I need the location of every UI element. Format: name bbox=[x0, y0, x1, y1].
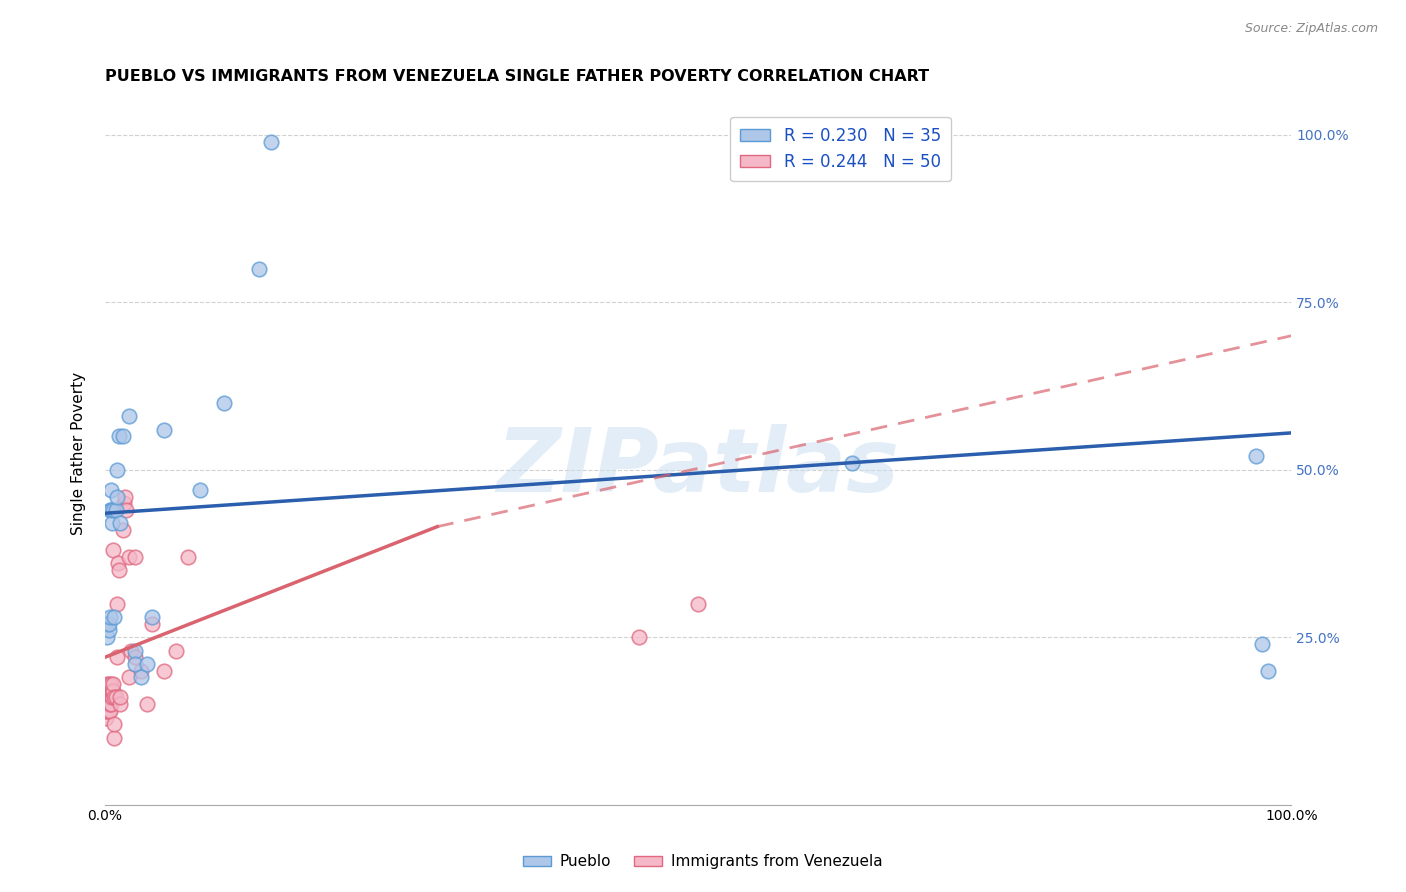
Point bbox=[747, 131, 769, 145]
Point bbox=[100, 483, 122, 497]
Point bbox=[98, 704, 121, 718]
Point bbox=[111, 429, 134, 443]
Point bbox=[118, 549, 141, 564]
Point bbox=[98, 503, 121, 517]
Point bbox=[118, 670, 141, 684]
Point bbox=[129, 664, 152, 678]
Point bbox=[98, 690, 121, 705]
Point bbox=[97, 704, 120, 718]
Point bbox=[97, 616, 120, 631]
Point bbox=[103, 683, 125, 698]
Point bbox=[96, 683, 118, 698]
Point bbox=[103, 677, 125, 691]
Point bbox=[124, 650, 146, 665]
Point bbox=[260, 135, 283, 149]
Text: Source: ZipAtlas.com: Source: ZipAtlas.com bbox=[1244, 22, 1378, 36]
Point bbox=[135, 657, 157, 671]
Point bbox=[103, 731, 125, 745]
Point bbox=[114, 490, 136, 504]
Point bbox=[153, 423, 176, 437]
Point bbox=[212, 396, 235, 410]
Point bbox=[112, 496, 135, 510]
Text: PUEBLO VS IMMIGRANTS FROM VENEZUELA SINGLE FATHER POVERTY CORRELATION CHART: PUEBLO VS IMMIGRANTS FROM VENEZUELA SING… bbox=[105, 69, 929, 84]
Point bbox=[97, 690, 120, 705]
Point bbox=[100, 683, 122, 698]
Point bbox=[188, 483, 211, 497]
Point bbox=[124, 643, 146, 657]
Point bbox=[141, 616, 163, 631]
Point bbox=[141, 610, 163, 624]
Point bbox=[108, 429, 131, 443]
Point bbox=[96, 697, 118, 711]
Point bbox=[96, 690, 118, 705]
Point bbox=[627, 630, 650, 644]
Point bbox=[110, 697, 132, 711]
Point bbox=[104, 690, 127, 705]
Point bbox=[177, 549, 200, 564]
Point bbox=[806, 131, 828, 145]
Point bbox=[103, 543, 125, 558]
Point bbox=[110, 690, 132, 705]
Point bbox=[105, 597, 128, 611]
Point bbox=[105, 463, 128, 477]
Point bbox=[101, 683, 124, 698]
Point bbox=[100, 697, 122, 711]
Point bbox=[101, 516, 124, 531]
Point bbox=[124, 549, 146, 564]
Point bbox=[118, 409, 141, 424]
Point bbox=[247, 261, 270, 276]
Point bbox=[153, 664, 176, 678]
Point bbox=[100, 677, 122, 691]
Point bbox=[103, 717, 125, 731]
Point bbox=[96, 704, 118, 718]
Point bbox=[96, 616, 118, 631]
Point bbox=[96, 677, 118, 691]
Point bbox=[115, 503, 138, 517]
Legend: Pueblo, Immigrants from Venezuela: Pueblo, Immigrants from Venezuela bbox=[517, 848, 889, 875]
Point bbox=[100, 503, 122, 517]
Point bbox=[104, 503, 127, 517]
Point bbox=[96, 616, 118, 631]
Point bbox=[108, 563, 131, 577]
Point bbox=[98, 697, 121, 711]
Point bbox=[96, 704, 118, 718]
Y-axis label: Single Father Poverty: Single Father Poverty bbox=[72, 371, 86, 534]
Point bbox=[103, 610, 125, 624]
Point bbox=[96, 630, 118, 644]
Point bbox=[124, 657, 146, 671]
Point bbox=[107, 557, 129, 571]
Point bbox=[105, 490, 128, 504]
Point bbox=[1257, 664, 1279, 678]
Point bbox=[120, 643, 142, 657]
Point bbox=[103, 690, 125, 705]
Point bbox=[841, 456, 863, 470]
Point bbox=[135, 697, 157, 711]
Point bbox=[96, 697, 118, 711]
Point bbox=[97, 677, 120, 691]
Point bbox=[110, 516, 132, 531]
Text: ZIPatlas: ZIPatlas bbox=[496, 424, 900, 510]
Point bbox=[129, 670, 152, 684]
Point bbox=[98, 610, 121, 624]
Point bbox=[1244, 450, 1267, 464]
Legend: R = 0.230   N = 35, R = 0.244   N = 50: R = 0.230 N = 35, R = 0.244 N = 50 bbox=[730, 117, 950, 181]
Point bbox=[165, 643, 187, 657]
Point bbox=[97, 697, 120, 711]
Point bbox=[103, 503, 125, 517]
Point bbox=[1250, 637, 1272, 651]
Point bbox=[96, 710, 118, 724]
Point bbox=[111, 523, 134, 537]
Point bbox=[688, 597, 710, 611]
Point bbox=[101, 690, 124, 705]
Point bbox=[105, 650, 128, 665]
Point bbox=[97, 624, 120, 638]
